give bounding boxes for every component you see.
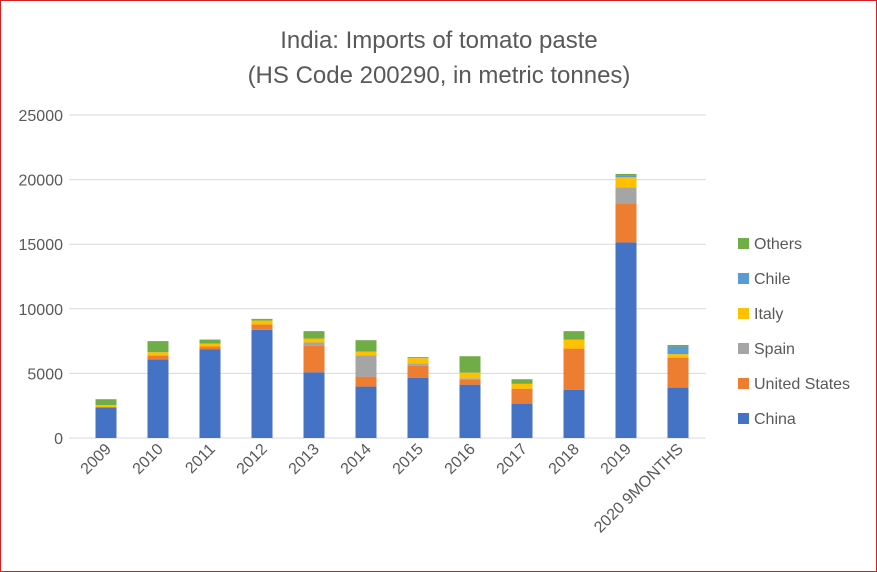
bar-segment-united-states xyxy=(511,388,533,404)
bar-segment-others xyxy=(615,173,637,176)
bar-segment-china xyxy=(459,384,481,438)
legend-label: Chile xyxy=(754,271,791,288)
x-tick-label: 2011 xyxy=(182,441,218,477)
chart-title-line-1: India: Imports of tomato paste xyxy=(280,27,598,54)
bar-segment-united-states xyxy=(303,345,325,373)
legend-swatch xyxy=(738,413,749,424)
x-tick-label: 2016 xyxy=(442,441,479,478)
bar-segment-united-states xyxy=(251,324,273,330)
bar-segment-others xyxy=(95,399,117,406)
bar-segment-italy xyxy=(407,358,429,364)
bar-segment-china xyxy=(563,389,585,438)
bar-segment-italy xyxy=(303,338,325,343)
legend-label: China xyxy=(754,411,796,428)
legend-swatch xyxy=(738,378,749,389)
bar-segment-spain xyxy=(407,363,429,366)
bar-segment-united-states xyxy=(667,357,689,388)
bar-segment-china xyxy=(355,386,377,438)
legend-label: Others xyxy=(754,236,802,253)
legend-swatch xyxy=(738,238,749,249)
bar-segment-united-states xyxy=(355,376,377,387)
bar-segment-china xyxy=(199,349,221,438)
bar-segment-others xyxy=(199,339,221,344)
bar-segment-china xyxy=(511,403,533,438)
x-tick-label: 2019 xyxy=(598,441,635,478)
legend-label: Italy xyxy=(754,306,783,323)
bar-segment-others xyxy=(355,340,377,352)
bar-segment-chile xyxy=(667,346,689,355)
bar-segment-others xyxy=(147,341,169,353)
bar-segment-chile xyxy=(615,175,637,178)
bar-segment-italy xyxy=(147,352,169,356)
bar-segment-united-states xyxy=(199,346,221,350)
x-tick-label: 2013 xyxy=(286,441,323,478)
x-tick-label: 2014 xyxy=(338,441,375,478)
legend-swatch xyxy=(738,308,749,319)
bar-segment-china xyxy=(407,377,429,438)
y-tick-label: 5000 xyxy=(27,366,63,383)
y-tick-label: 25000 xyxy=(19,108,64,125)
bar-segment-italy xyxy=(355,351,377,356)
bar-segment-others xyxy=(459,356,481,373)
bar-segment-italy xyxy=(615,177,637,188)
bar-segment-united-states xyxy=(563,348,585,390)
bar-segment-china xyxy=(251,329,273,438)
legend-label: Spain xyxy=(754,341,795,358)
bar-segment-united-states xyxy=(459,379,481,385)
bar-segment-united-states xyxy=(147,355,169,360)
x-tick-label: 2015 xyxy=(390,441,427,478)
bar-segment-spain xyxy=(303,342,325,346)
bar-segment-united-states xyxy=(407,365,429,378)
x-tick-label: 2012 xyxy=(234,441,271,478)
bar-segment-china xyxy=(615,242,637,438)
x-tick-label: 2018 xyxy=(546,441,583,478)
legend-swatch xyxy=(738,343,749,354)
legend-label: United States xyxy=(754,376,850,393)
y-tick-label: 0 xyxy=(54,431,63,448)
y-tick-label: 10000 xyxy=(19,302,64,319)
x-tick-label: 2010 xyxy=(130,441,167,478)
bar-segment-united-states xyxy=(95,406,117,408)
bar-segment-united-states xyxy=(615,203,637,243)
chart-title-line-2: (HS Code 200290, in metric tonnes) xyxy=(248,62,631,89)
bar-segment-italy xyxy=(95,405,117,407)
y-tick-label: 20000 xyxy=(19,173,64,190)
x-tick-label: 2020 9MONTHS xyxy=(591,441,687,537)
bar-segment-others xyxy=(563,331,585,340)
y-tick-label: 15000 xyxy=(19,237,64,254)
x-tick-label: 2017 xyxy=(494,441,531,478)
bar-segment-italy xyxy=(251,320,273,325)
bar-segment-italy xyxy=(459,372,481,379)
x-tick-label: 2009 xyxy=(78,441,115,478)
bar-segment-china xyxy=(303,372,325,438)
bar-segment-others xyxy=(407,357,429,359)
legend-swatch xyxy=(738,273,749,284)
bar-segment-others xyxy=(511,379,533,384)
bar-segment-others xyxy=(303,331,325,339)
bar-segment-others xyxy=(251,318,273,321)
bar-segment-spain xyxy=(615,187,637,204)
bar-segment-china xyxy=(95,407,117,438)
bar-segment-spain xyxy=(355,355,377,377)
bar-segment-italy xyxy=(563,339,585,349)
bar-segment-italy xyxy=(511,383,533,389)
bar-segment-china xyxy=(667,387,689,438)
bar-segment-italy xyxy=(199,343,221,347)
bar-segment-spain xyxy=(459,378,481,380)
bar-segment-china xyxy=(147,359,169,438)
bar-segment-italy xyxy=(667,354,689,358)
bar-segment-others xyxy=(667,344,689,347)
